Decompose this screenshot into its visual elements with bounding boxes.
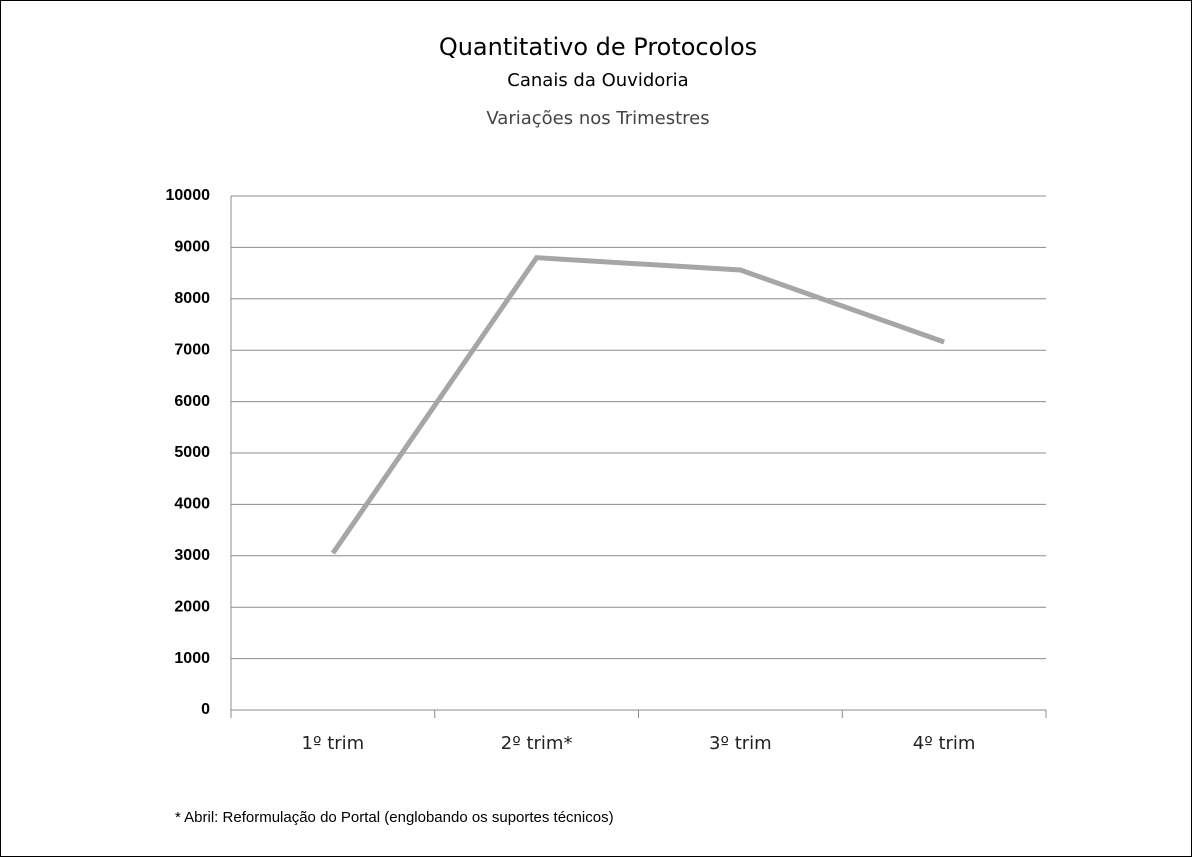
- y-tick-label: 2000: [174, 598, 210, 615]
- x-tick-label: 2º trim*: [501, 733, 573, 754]
- chart-title: Quantitativo de Protocolos: [439, 33, 757, 61]
- y-tick-label: 0: [201, 701, 210, 718]
- y-tick-label: 4000: [174, 496, 210, 513]
- y-tick-label: 9000: [174, 239, 210, 256]
- chart-subtitle: Variações nos Trimestres: [486, 108, 709, 129]
- y-tick-label: 6000: [174, 393, 210, 410]
- chart-subtitle: Canais da Ouvidoria: [507, 70, 688, 91]
- y-tick-label: 7000: [174, 341, 210, 358]
- x-tick-label: 3º trim: [709, 733, 772, 754]
- y-tick-label: 5000: [174, 444, 210, 461]
- y-tick-label: 10000: [166, 187, 211, 204]
- y-tick-label: 1000: [174, 650, 210, 667]
- x-tick-label: 1º trim: [302, 733, 365, 754]
- footnote: * Abril: Reformulação do Portal (engloba…: [175, 809, 614, 826]
- y-tick-label: 8000: [174, 290, 210, 307]
- y-tick-label: 3000: [174, 547, 210, 564]
- line-series: [330, 255, 945, 555]
- x-tick-label: 4º trim: [913, 733, 976, 754]
